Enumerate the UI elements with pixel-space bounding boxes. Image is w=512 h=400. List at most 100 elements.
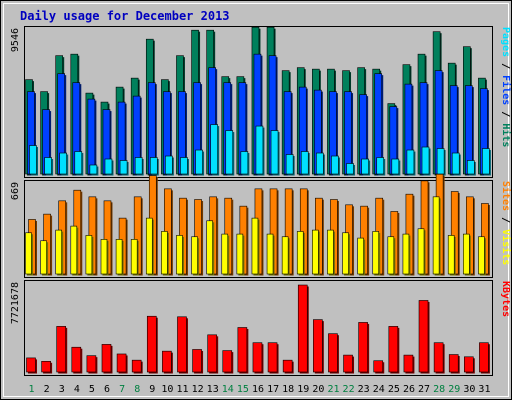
kbytes-bar bbox=[192, 349, 202, 373]
pages-bar bbox=[59, 152, 67, 175]
kbytes-bar bbox=[116, 353, 127, 373]
visits-bar bbox=[417, 228, 425, 275]
visits-bar bbox=[266, 233, 274, 275]
legend-sites: Sites bbox=[500, 181, 512, 211]
visits-bar bbox=[387, 236, 395, 275]
kbytes-bar bbox=[41, 360, 51, 373]
kbytes-bar bbox=[222, 350, 233, 373]
pages-bar bbox=[180, 157, 188, 175]
day-label: 15 bbox=[237, 384, 249, 395]
pages-bar bbox=[406, 149, 415, 175]
kbytes-bar bbox=[86, 355, 97, 373]
pages-bar bbox=[300, 151, 309, 175]
files-bar bbox=[344, 91, 352, 175]
day-label: 5 bbox=[89, 384, 95, 395]
visits-bar bbox=[100, 239, 108, 275]
legend-visits: Visits bbox=[500, 229, 512, 265]
visits-bar bbox=[342, 232, 349, 275]
kbytes-bar bbox=[101, 344, 112, 373]
legend-kbytes: KBytes bbox=[500, 281, 511, 317]
day-label: 25 bbox=[388, 384, 400, 395]
day-label: 31 bbox=[478, 384, 490, 395]
bottom-max-label: 7721678 bbox=[10, 282, 21, 324]
kbytes-panel: 7721678 KBytes bbox=[10, 280, 511, 376]
kbytes-bar bbox=[162, 350, 172, 373]
day-label: 1 bbox=[29, 384, 35, 395]
pages-bar bbox=[134, 157, 143, 175]
day-label: 17 bbox=[267, 384, 279, 395]
visits-bar bbox=[327, 229, 334, 275]
day-label: 30 bbox=[463, 384, 475, 395]
visits-bar bbox=[85, 235, 93, 275]
day-label: 19 bbox=[297, 384, 309, 395]
kbytes-bar bbox=[464, 356, 474, 373]
top-legend: Pages / Files / Hits bbox=[500, 27, 512, 147]
visits-bar bbox=[25, 232, 32, 275]
day-label: 28 bbox=[433, 384, 445, 395]
pages-bar bbox=[74, 151, 83, 175]
kbytes-bar bbox=[328, 333, 338, 373]
day-label: 10 bbox=[161, 384, 173, 395]
day-label: 27 bbox=[418, 384, 430, 395]
top-legend-separator: / bbox=[500, 57, 511, 75]
pages-bar bbox=[255, 125, 264, 175]
pages-bar bbox=[165, 155, 173, 175]
kbytes-bar bbox=[252, 342, 263, 373]
kbytes-bar bbox=[403, 354, 414, 373]
visits-bar bbox=[357, 237, 364, 275]
kbytes-bar bbox=[177, 316, 187, 373]
day-label: 3 bbox=[59, 384, 65, 395]
sites-visits-panel: 669 Sites / Visits bbox=[10, 173, 512, 278]
day-label: 11 bbox=[176, 384, 188, 395]
bottom-legend: KBytes bbox=[500, 281, 511, 317]
day-label: 18 bbox=[282, 384, 294, 395]
kbytes-bar bbox=[433, 342, 444, 373]
pages-bar bbox=[225, 130, 234, 175]
day-label: 4 bbox=[74, 384, 80, 395]
kbytes-bar bbox=[343, 354, 353, 373]
top-max-label: 9546 bbox=[10, 28, 21, 52]
kbytes-bar bbox=[146, 315, 157, 373]
kbytes-bar bbox=[373, 360, 384, 373]
kbytes-bar bbox=[388, 326, 399, 373]
middle-max-label: 669 bbox=[10, 182, 21, 200]
pages-bar bbox=[376, 157, 385, 175]
kbytes-bar bbox=[207, 334, 217, 373]
kbytes-bar bbox=[479, 342, 489, 373]
visits-bar bbox=[281, 236, 289, 275]
pages-bar bbox=[331, 155, 339, 175]
visits-bar bbox=[206, 220, 213, 275]
kbytes-bar bbox=[418, 300, 429, 373]
visits-bar bbox=[221, 233, 229, 275]
day-label: 2 bbox=[44, 384, 50, 395]
middle-legend-separator: / bbox=[500, 211, 511, 229]
pages-bar bbox=[361, 158, 369, 175]
visits-bar bbox=[70, 225, 78, 275]
pages-bar bbox=[44, 157, 52, 175]
kbytes-bar bbox=[448, 354, 459, 373]
day-label: 9 bbox=[149, 384, 155, 395]
day-label: 29 bbox=[448, 384, 460, 395]
visits-bar bbox=[296, 231, 304, 275]
day-label: 22 bbox=[343, 384, 355, 395]
pages-bar bbox=[210, 124, 218, 175]
kbytes-bar bbox=[267, 342, 278, 373]
pages-bar bbox=[482, 148, 490, 175]
pages-bar bbox=[346, 163, 354, 175]
pages-bar bbox=[119, 160, 128, 175]
top-legend-separator: / bbox=[500, 105, 511, 123]
day-label: 8 bbox=[134, 384, 140, 395]
day-label: 26 bbox=[403, 384, 415, 395]
visits-bar bbox=[115, 239, 123, 275]
pages-bar bbox=[285, 154, 294, 175]
legend-pages: Pages bbox=[500, 27, 511, 57]
kbytes-bar bbox=[56, 326, 66, 373]
visits-bar bbox=[478, 236, 485, 275]
kbytes-bar bbox=[71, 346, 82, 373]
visits-bar bbox=[312, 229, 319, 275]
kbytes-bar bbox=[358, 322, 368, 373]
kbytes-bar bbox=[297, 284, 308, 373]
kbytes-bar bbox=[131, 359, 142, 373]
day-label: 23 bbox=[358, 384, 370, 395]
